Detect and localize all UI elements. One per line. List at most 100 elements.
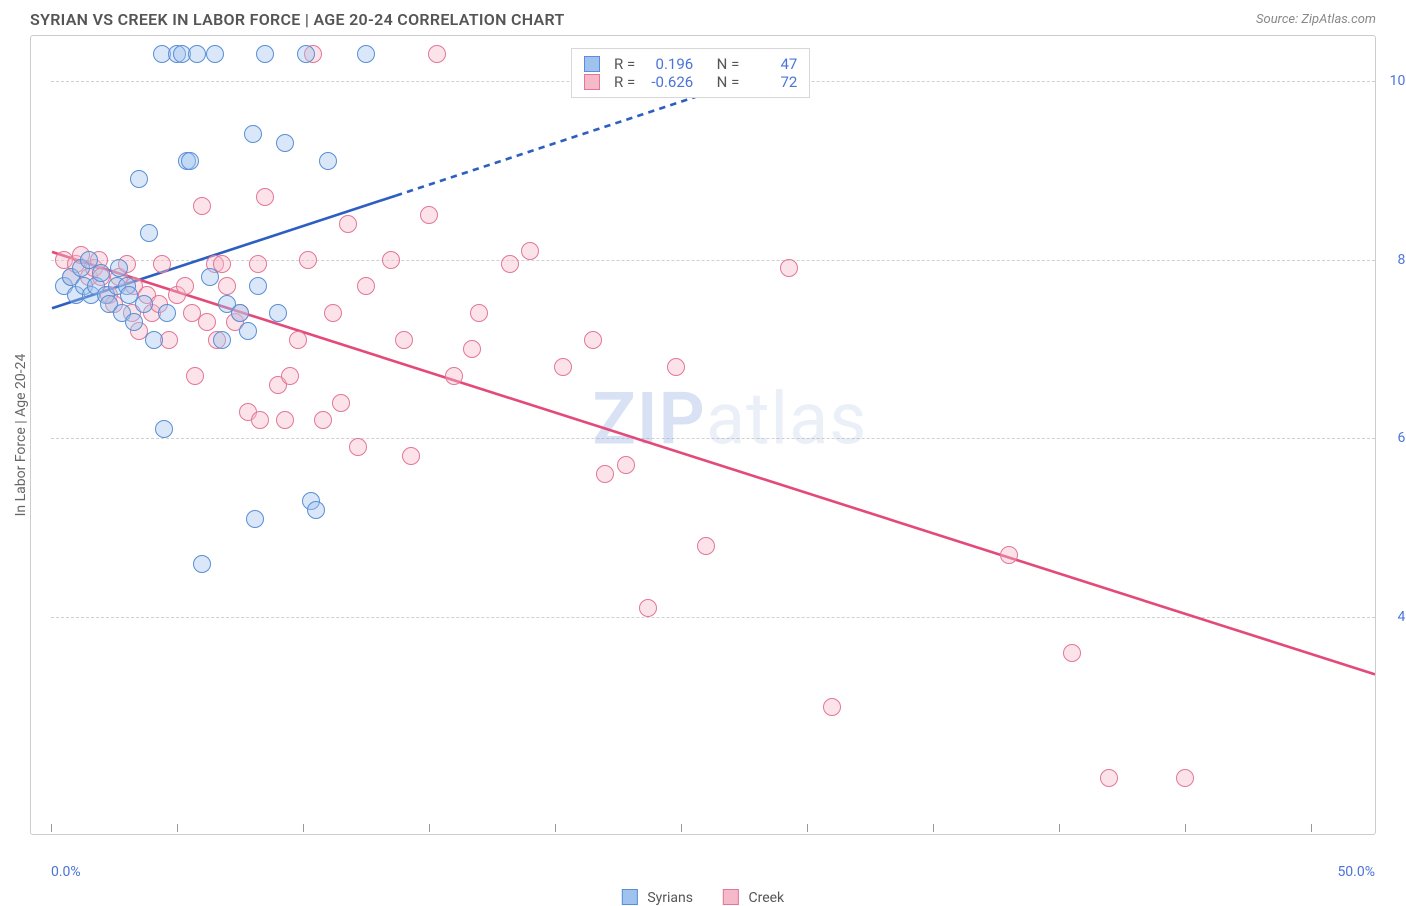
x-tick (933, 824, 934, 832)
point-creek (176, 277, 194, 295)
point-creek (289, 331, 307, 349)
point-syrians (307, 501, 325, 519)
point-creek (395, 331, 413, 349)
point-syrians (213, 331, 231, 349)
point-syrians (276, 134, 294, 152)
point-syrians (140, 224, 158, 242)
grid-line (51, 438, 1375, 439)
y-tick-label: 40.0% (1397, 609, 1406, 625)
point-syrians (145, 331, 163, 349)
y-axis-label: In Labor Force | Age 20-24 (13, 354, 29, 517)
point-creek (501, 255, 519, 273)
point-creek (428, 45, 446, 63)
legend-label-creek: Creek (748, 890, 784, 906)
point-syrians (357, 45, 375, 63)
x-tick-label-right: 50.0% (1337, 864, 1375, 880)
point-creek (667, 358, 685, 376)
chart-area: In Labor Force | Age 20-24 40.0%60.0%80.… (30, 35, 1376, 835)
point-creek (281, 367, 299, 385)
x-tick (429, 824, 430, 832)
y-tick-label: 60.0% (1397, 430, 1406, 446)
point-creek (596, 465, 614, 483)
point-creek (186, 367, 204, 385)
point-syrians (181, 152, 199, 170)
point-syrians (206, 45, 224, 63)
point-creek (420, 206, 438, 224)
x-tick (51, 824, 52, 832)
point-creek (332, 394, 350, 412)
point-creek (153, 255, 171, 273)
swatch-syrians-icon (622, 889, 638, 905)
point-syrians (125, 313, 143, 331)
point-syrians (297, 45, 315, 63)
point-creek (299, 251, 317, 269)
swatch-syrians (584, 56, 600, 72)
point-creek (382, 251, 400, 269)
point-syrians (130, 170, 148, 188)
point-creek (554, 358, 572, 376)
point-creek (256, 188, 274, 206)
legend-row-syrians: R = 0.196 N = 47 (584, 55, 797, 73)
point-syrians (155, 420, 173, 438)
point-creek (198, 313, 216, 331)
swatch-creek-icon (723, 889, 739, 905)
swatch-creek (584, 74, 600, 90)
point-creek (584, 331, 602, 349)
point-syrians (269, 304, 287, 322)
point-syrians (231, 304, 249, 322)
point-syrians (188, 45, 206, 63)
point-creek (1000, 546, 1018, 564)
source-label: Source: ZipAtlas.com (1256, 12, 1376, 27)
x-tick-label-left: 0.0% (51, 864, 81, 880)
point-creek (357, 277, 375, 295)
x-tick (1059, 824, 1060, 832)
point-creek (193, 197, 211, 215)
point-syrians (158, 304, 176, 322)
point-syrians (319, 152, 337, 170)
x-tick (1311, 824, 1312, 832)
point-creek (349, 438, 367, 456)
point-creek (521, 242, 539, 260)
point-syrians (110, 259, 128, 277)
point-creek (251, 411, 269, 429)
point-creek (249, 255, 267, 273)
point-creek (639, 599, 657, 617)
point-creek (402, 447, 420, 465)
legend-stats-box: R = 0.196 N = 47 R = -0.626 N = 72 (571, 48, 810, 98)
point-syrians (239, 322, 257, 340)
point-creek (324, 304, 342, 322)
y-tick-label: 80.0% (1397, 252, 1406, 268)
point-syrians (246, 510, 264, 528)
point-creek (218, 277, 236, 295)
point-creek (780, 259, 798, 277)
point-syrians (256, 45, 274, 63)
point-creek (463, 340, 481, 358)
point-creek (314, 411, 332, 429)
x-axis-bar: 0.0% 50.0% Syrians Creek (31, 834, 1375, 872)
point-syrians (244, 125, 262, 143)
point-creek (617, 456, 635, 474)
x-tick (1185, 824, 1186, 832)
x-tick (177, 824, 178, 832)
point-creek (697, 537, 715, 555)
point-creek (1176, 769, 1194, 787)
x-tick (555, 824, 556, 832)
watermark: ZIPatlas (592, 377, 867, 462)
point-creek (276, 411, 294, 429)
trend-lines (31, 36, 1375, 834)
point-creek (1063, 644, 1081, 662)
point-syrians (193, 555, 211, 573)
point-syrians (201, 268, 219, 286)
point-syrians (92, 264, 110, 282)
point-creek (445, 367, 463, 385)
point-syrians (249, 277, 267, 295)
point-creek (1100, 769, 1118, 787)
legend-label-syrians: Syrians (647, 890, 693, 906)
chart-title: SYRIAN VS CREEK IN LABOR FORCE | AGE 20-… (30, 10, 565, 29)
grid-line (51, 617, 1375, 618)
y-tick-label: 100.0% (1390, 73, 1406, 89)
point-creek (823, 698, 841, 716)
x-tick (681, 824, 682, 832)
x-tick (807, 824, 808, 832)
point-creek (470, 304, 488, 322)
